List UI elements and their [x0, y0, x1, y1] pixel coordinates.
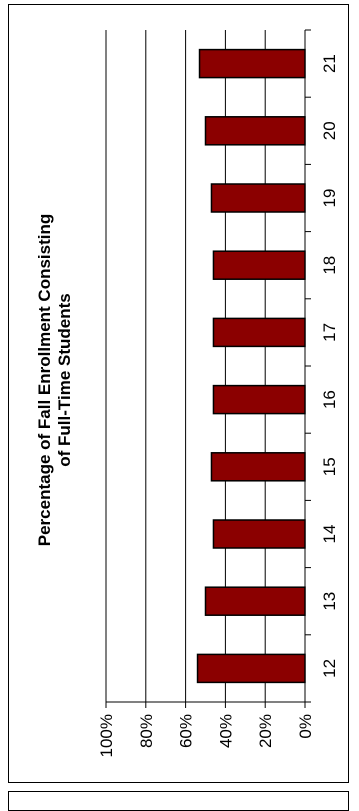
- category-label: 15: [320, 457, 339, 476]
- value-tick-label: 0%: [296, 714, 315, 739]
- bar: [204, 586, 306, 616]
- bar: [210, 183, 306, 213]
- bar: [198, 48, 306, 79]
- category-label: 18: [320, 256, 339, 275]
- category-label: 14: [320, 525, 339, 544]
- bar: [210, 452, 306, 482]
- bar: [204, 116, 306, 146]
- category-label: 19: [320, 189, 339, 208]
- value-tick-label: 20%: [256, 714, 275, 748]
- category-label: 12: [320, 659, 339, 678]
- category-label: 21: [320, 54, 339, 73]
- category-label: 20: [320, 121, 339, 140]
- value-tick-label: 80%: [137, 714, 156, 748]
- category-label: 13: [320, 592, 339, 611]
- bar: [212, 384, 306, 415]
- category-label: 16: [320, 390, 339, 409]
- chart-title-line-1: Percentage of Fall Enrollment Consisting: [35, 214, 54, 547]
- bar: [212, 519, 306, 549]
- bar: [196, 653, 306, 684]
- bar: [212, 250, 306, 280]
- category-label: 17: [320, 323, 339, 342]
- value-tick-label: 60%: [177, 714, 196, 748]
- category-labels: 12 13 14 15 16 17 18 19 20 21: [320, 54, 339, 678]
- bars: [196, 48, 306, 684]
- bar: [212, 317, 306, 348]
- category-ticks: [305, 29, 311, 703]
- chart-frame: [8, 4, 349, 783]
- value-tick-label: 40%: [216, 714, 235, 748]
- value-labels: 0% 20% 40% 60% 80% 100%: [97, 714, 315, 757]
- value-tick-label: 100%: [97, 714, 116, 757]
- chart-title-line-2: of Full-Time Students: [55, 293, 74, 466]
